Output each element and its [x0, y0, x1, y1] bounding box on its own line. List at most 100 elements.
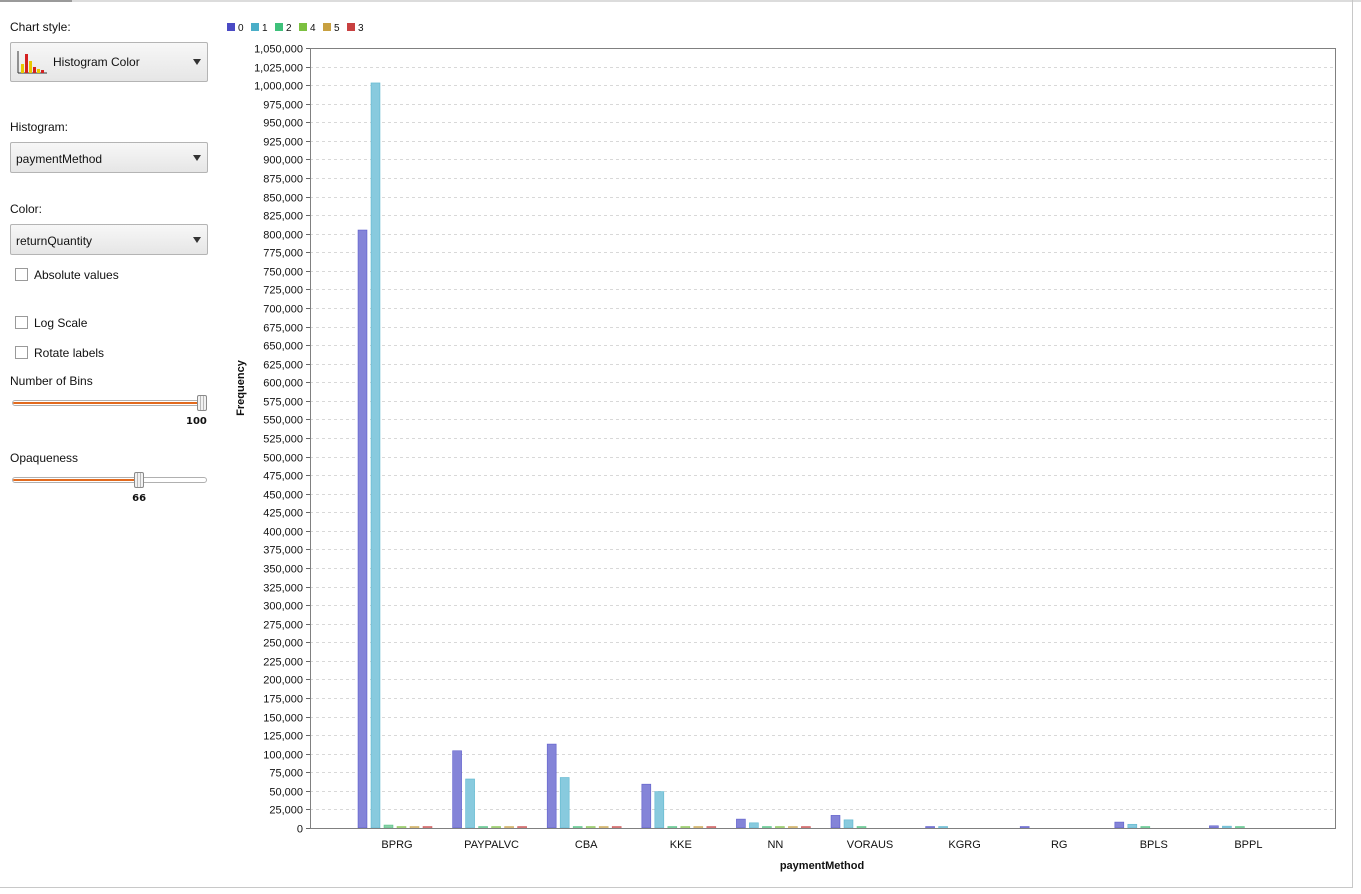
bar-voraus-series-0: [830, 815, 841, 829]
histogram-label: Histogram:: [10, 120, 69, 134]
bar-bprg-series-3: [422, 826, 433, 829]
x-tick-label: KGRG: [948, 839, 980, 851]
active-tab-indicator: [0, 0, 72, 2]
bar-nn-series-2: [762, 826, 772, 829]
legend-label-1: 1: [262, 23, 268, 34]
log-scale-checkbox[interactable]: [15, 316, 28, 329]
x-tick-label: NN: [767, 839, 783, 851]
chart-style-select[interactable]: Histogram Color: [10, 42, 208, 82]
legend-label-3: 3: [358, 23, 364, 34]
window-right-border: [1352, 0, 1353, 888]
number-of-bins-fill: [13, 402, 203, 404]
y-tick-label: 525,000: [263, 434, 303, 446]
legend-swatch-0: [227, 23, 235, 31]
y-tick-label: 800,000: [263, 230, 303, 242]
y-tick-label: 75,000: [269, 768, 303, 780]
log-scale-label: Log Scale: [34, 316, 88, 330]
x-tick-label: PAYPALVC: [464, 839, 519, 851]
y-tick-label: 125,000: [263, 731, 303, 743]
bar-cba-series-0: [546, 743, 557, 829]
absolute-values-label: Absolute values: [34, 268, 119, 282]
y-tick-label: 1,025,000: [254, 63, 303, 75]
bar-nn-series-4: [775, 826, 785, 829]
bar-kgrg-series-1: [938, 826, 948, 829]
y-tick-label: 950,000: [263, 118, 303, 130]
legend-label-2: 2: [286, 23, 292, 34]
chart-style-value: Histogram Color: [53, 55, 140, 69]
y-tick-label: 925,000: [263, 137, 303, 149]
bar-bpls-series-1: [1127, 823, 1138, 829]
y-tick-label: 350,000: [263, 564, 303, 576]
bar-paypalvc-series-2: [478, 826, 488, 829]
y-tick-label: 675,000: [263, 323, 303, 335]
legend-swatch-4: [299, 23, 307, 31]
bar-kgrg-series-0: [925, 826, 935, 829]
y-tick-label: 875,000: [263, 174, 303, 186]
number-of-bins-thumb[interactable]: [197, 395, 207, 411]
y-tick-label: 625,000: [263, 360, 303, 372]
chevron-down-icon: [193, 59, 201, 65]
y-tick-label: 850,000: [263, 193, 303, 205]
y-axis-title: Frequency: [235, 359, 247, 416]
rotate-labels-checkbox[interactable]: [15, 346, 28, 359]
bar-bppl-series-1: [1222, 825, 1232, 829]
y-tick-label: 50,000: [269, 787, 303, 799]
legend-swatch-5: [323, 23, 331, 31]
color-select[interactable]: returnQuantity: [10, 224, 208, 255]
opaqueness-fill: [13, 479, 141, 481]
y-tick-label: 400,000: [263, 527, 303, 539]
plot-area-border: [310, 48, 1336, 829]
y-tick-label: 500,000: [263, 453, 303, 465]
legend-swatch-1: [251, 23, 259, 31]
y-tick-label: 0: [297, 824, 303, 836]
opaqueness-label: Opaqueness: [10, 451, 79, 465]
y-tick-label: 375,000: [263, 545, 303, 557]
x-axis: BPRG PAYPALVC CBA KKE NN VORAUS KGRG RG BPLS BPPL: [310, 828, 1335, 851]
window-top-border: [0, 0, 1361, 2]
number-of-bins-slider[interactable]: [12, 400, 207, 406]
absolute-values-checkbox[interactable]: [15, 268, 28, 281]
y-tick-label: 1,000,000: [254, 81, 303, 93]
bar-kke-series-1: [654, 791, 665, 829]
bar-voraus-series-2: [856, 826, 867, 829]
color-label: Color:: [10, 202, 43, 216]
y-tick-label: 825,000: [263, 211, 303, 223]
histogram-value: paymentMethod: [16, 152, 103, 166]
bar-nn-series-1: [749, 822, 759, 829]
bar-kke-series-3: [706, 826, 717, 829]
y-tick-label: 900,000: [263, 155, 303, 167]
opaqueness-value: 66: [132, 493, 147, 504]
bar-paypalvc-series-0: [452, 750, 462, 829]
y-tick-label: 100,000: [263, 750, 303, 762]
bar-kke-series-2: [667, 826, 678, 829]
y-tick-label: 725,000: [263, 285, 303, 297]
bar-bprg-series-5: [409, 826, 420, 829]
opaqueness-slider[interactable]: [12, 477, 207, 483]
bar-bprg-series-2: [383, 824, 394, 829]
y-tick-label: 250,000: [263, 638, 303, 650]
histogram-select[interactable]: paymentMethod: [10, 142, 208, 173]
chevron-down-icon: [193, 154, 201, 161]
legend-label-5: 5: [334, 23, 340, 34]
y-tick-label: 425,000: [263, 508, 303, 520]
x-tick-label: BPPL: [1234, 839, 1262, 851]
y-tick-label: 175,000: [263, 694, 303, 706]
bar-bpls-series-0: [1114, 821, 1125, 829]
chart-gridlines: [310, 48, 1335, 810]
bar-paypalvc-series-1: [465, 778, 475, 829]
chevron-down-icon: [193, 236, 201, 243]
y-tick-label: 750,000: [263, 267, 303, 279]
bar-bppl-series-2: [1235, 826, 1245, 829]
y-tick-label: 200,000: [263, 675, 303, 687]
bar-paypalvc-series-3: [517, 826, 527, 829]
opaqueness-thumb[interactable]: [134, 472, 145, 488]
bar-cba-series-5: [598, 826, 609, 829]
bar-paypalvc-series-5: [504, 826, 514, 829]
bar-kke-series-5: [693, 826, 704, 829]
bar-bprg-series-0: [357, 229, 368, 829]
legend-swatch-2: [275, 23, 283, 31]
bar-bprg-series-1: [370, 82, 381, 829]
y-tick-label: 225,000: [263, 657, 303, 669]
bar-kke-series-4: [680, 826, 691, 829]
x-tick-label: KKE: [670, 839, 692, 851]
